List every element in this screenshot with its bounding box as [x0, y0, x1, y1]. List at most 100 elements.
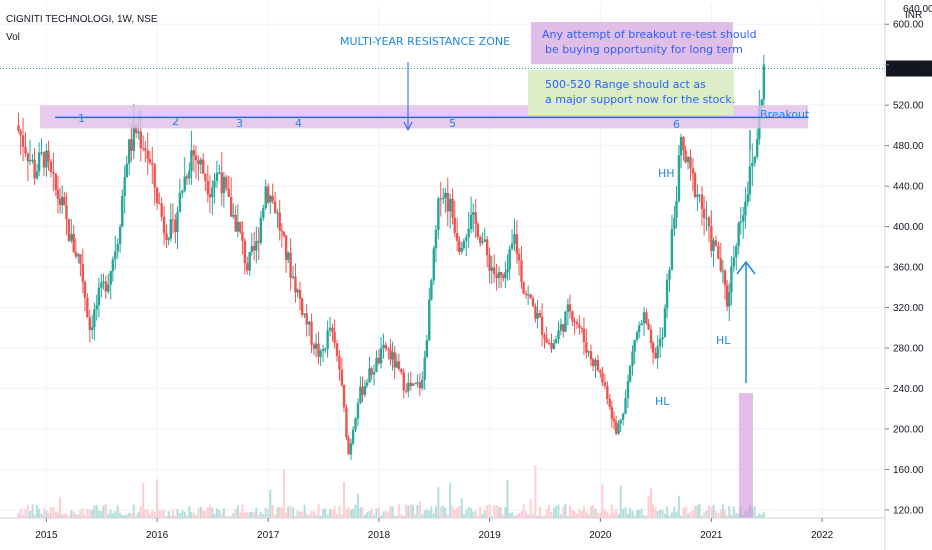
candle-body: [721, 270, 725, 272]
candle-body: [77, 254, 80, 257]
volume-bar: [81, 508, 84, 518]
candle-body: [508, 248, 511, 270]
volume-bar: [467, 506, 470, 518]
volume-bar: [338, 505, 341, 518]
volume-bar: [619, 485, 622, 518]
volume-bar: [536, 515, 539, 518]
candle-body: [365, 382, 369, 386]
volume-bar: [135, 514, 138, 518]
volume-bar: [158, 510, 161, 518]
volume-bar: [724, 509, 727, 518]
candle-body: [547, 342, 551, 344]
volume-bar: [72, 511, 75, 518]
volume-bar: [760, 514, 763, 518]
candle-body: [651, 343, 655, 353]
volume-bar: [40, 513, 43, 518]
volume-bar: [185, 514, 188, 518]
candle-body: [342, 384, 346, 408]
volume-bar: [116, 505, 119, 518]
candle-body: [543, 334, 546, 339]
candle-body: [368, 368, 371, 383]
candle-body: [451, 198, 454, 218]
candle-body: [65, 205, 68, 220]
touch-number-1: 1: [78, 112, 85, 125]
candle-body: [624, 398, 627, 414]
candle-body: [416, 382, 419, 384]
volume-bar: [370, 508, 373, 518]
volume-bar: [633, 515, 636, 518]
hl-label-1: HL: [655, 395, 670, 408]
candle-body: [349, 443, 353, 455]
volume-bar: [756, 515, 759, 518]
volume-bar: [178, 513, 181, 518]
breakout-label: Breakout: [760, 108, 810, 121]
volume-bar: [682, 507, 685, 518]
candle-body: [266, 186, 270, 203]
x-tick-label: 2021: [700, 530, 723, 541]
candle-body: [744, 201, 747, 216]
candle-body: [208, 194, 212, 198]
volume-bar: [315, 514, 318, 518]
candle-body: [259, 217, 263, 243]
x-tick-label: 2019: [478, 530, 501, 541]
volume-bar: [421, 514, 424, 518]
candle-body: [70, 234, 73, 241]
volume-bar: [705, 510, 708, 518]
volume-bar: [717, 513, 720, 518]
candle-body: [340, 369, 344, 385]
candle-body: [409, 382, 412, 386]
volume-bar: [31, 504, 34, 518]
volume-bar: [305, 513, 308, 518]
candle-body: [361, 386, 364, 395]
candle-body: [114, 251, 117, 260]
candle-body: [335, 343, 339, 357]
volume-bar: [329, 509, 332, 518]
volume-bar: [608, 514, 611, 518]
candle-body: [37, 152, 41, 172]
candle-body: [294, 276, 297, 293]
volume-bar: [67, 515, 70, 518]
candle-body: [437, 198, 440, 230]
volume-bar: [387, 511, 390, 518]
candle-body: [404, 390, 408, 392]
candle-body: [474, 212, 477, 224]
candle-body: [485, 239, 489, 256]
volume-bar: [107, 513, 110, 518]
volume-bar: [181, 510, 184, 518]
candle-body: [506, 269, 509, 273]
candle-body: [155, 187, 159, 203]
volume-bar: [17, 513, 20, 518]
volume-bar: [208, 504, 211, 518]
volume-bar: [425, 509, 428, 518]
candle-body: [280, 230, 284, 232]
volume-bar: [495, 504, 498, 518]
volume-bar: [518, 513, 521, 518]
volume-bar: [56, 512, 59, 518]
candle-body: [458, 240, 461, 252]
volume-bar: [564, 504, 567, 518]
candle-body: [248, 252, 251, 271]
volume-bar: [728, 506, 731, 518]
candle-body: [17, 125, 20, 131]
candle-body: [589, 351, 593, 360]
volume-bar: [552, 507, 555, 518]
volume-bar: [423, 510, 426, 518]
volume-bar: [271, 505, 274, 518]
candle-body: [121, 195, 124, 227]
candle-body: [319, 351, 322, 357]
volume-bar: [592, 505, 595, 518]
volume-bar: [726, 515, 729, 518]
candle-body: [483, 239, 486, 242]
candle-body: [513, 234, 516, 244]
candle-body: [174, 219, 177, 233]
candle-body: [499, 272, 503, 276]
volume-bar: [79, 510, 82, 518]
volume-bar: [638, 509, 641, 518]
candle-body: [712, 240, 715, 251]
touch-number-4: 4: [295, 117, 302, 130]
candle-body: [594, 359, 597, 367]
volume-bar: [603, 508, 606, 518]
candle-body: [755, 139, 759, 157]
